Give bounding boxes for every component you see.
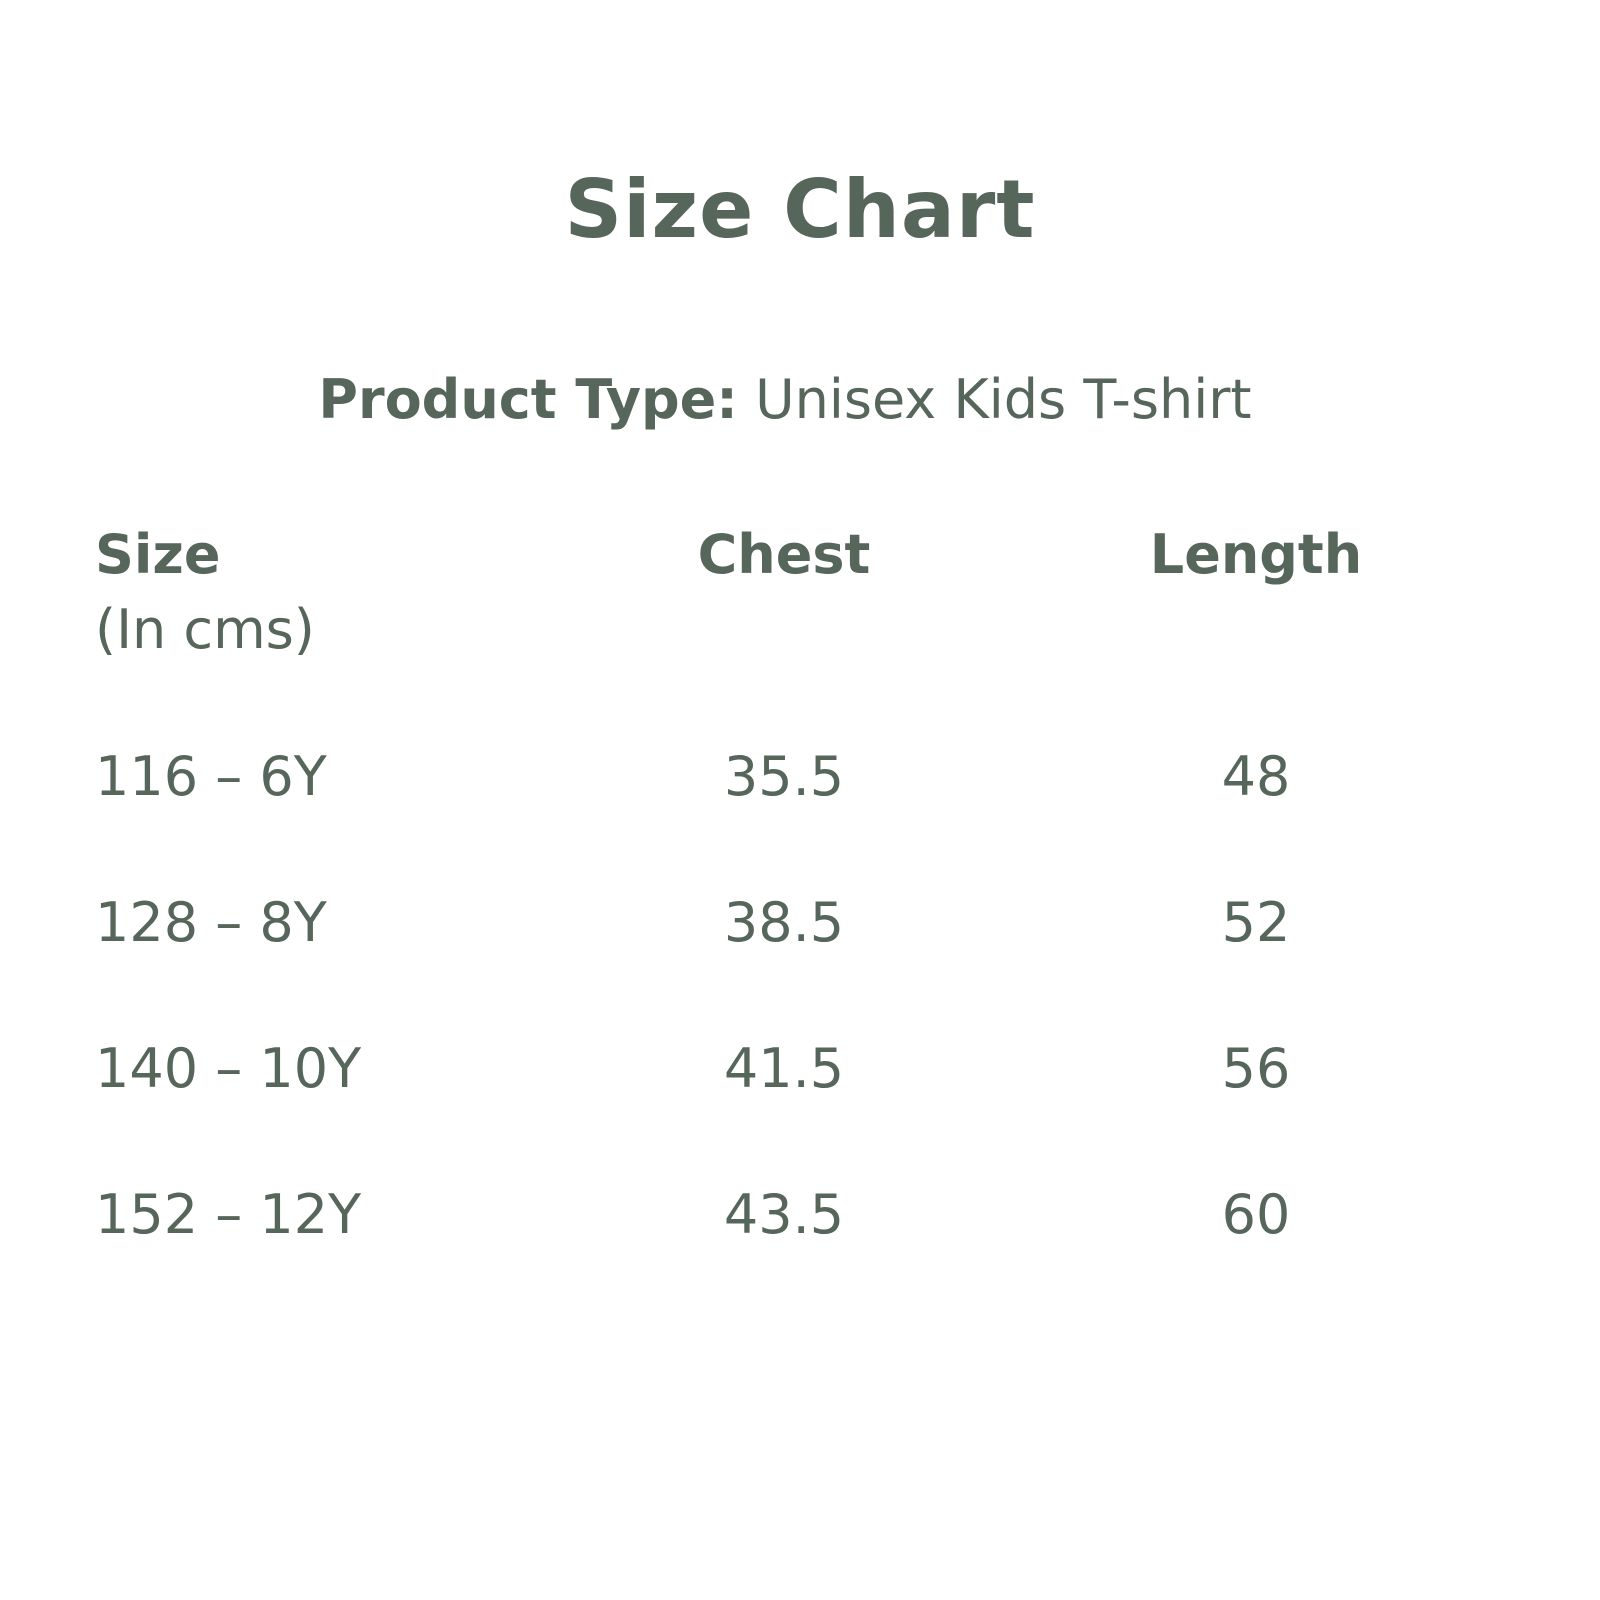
header-size: Size bbox=[95, 523, 221, 586]
product-type-value: Unisex Kids T-shirt bbox=[755, 368, 1252, 431]
header-chest: Chest bbox=[697, 523, 871, 586]
header-length: Length bbox=[1149, 523, 1363, 586]
product-type: Product Type: Unisex Kids T-shirt bbox=[0, 365, 1570, 435]
row-size: 152 – 12Y bbox=[95, 1183, 362, 1246]
row-chest: 41.5 bbox=[723, 1037, 845, 1100]
row-length: 52 bbox=[1221, 891, 1291, 954]
row-chest: 43.5 bbox=[723, 1183, 845, 1246]
product-type-label: Product Type: bbox=[318, 368, 738, 431]
row-chest: 38.5 bbox=[723, 891, 845, 954]
page-title: Size Chart bbox=[564, 163, 1036, 256]
header-size-unit: (In cms) bbox=[95, 598, 315, 661]
row-size: 140 – 10Y bbox=[95, 1037, 362, 1100]
row-length: 60 bbox=[1221, 1183, 1291, 1246]
row-length: 56 bbox=[1221, 1037, 1291, 1100]
row-size: 116 – 6Y bbox=[95, 745, 327, 808]
row-size: 128 – 8Y bbox=[95, 891, 327, 954]
row-chest: 35.5 bbox=[723, 745, 845, 808]
row-length: 48 bbox=[1221, 745, 1291, 808]
